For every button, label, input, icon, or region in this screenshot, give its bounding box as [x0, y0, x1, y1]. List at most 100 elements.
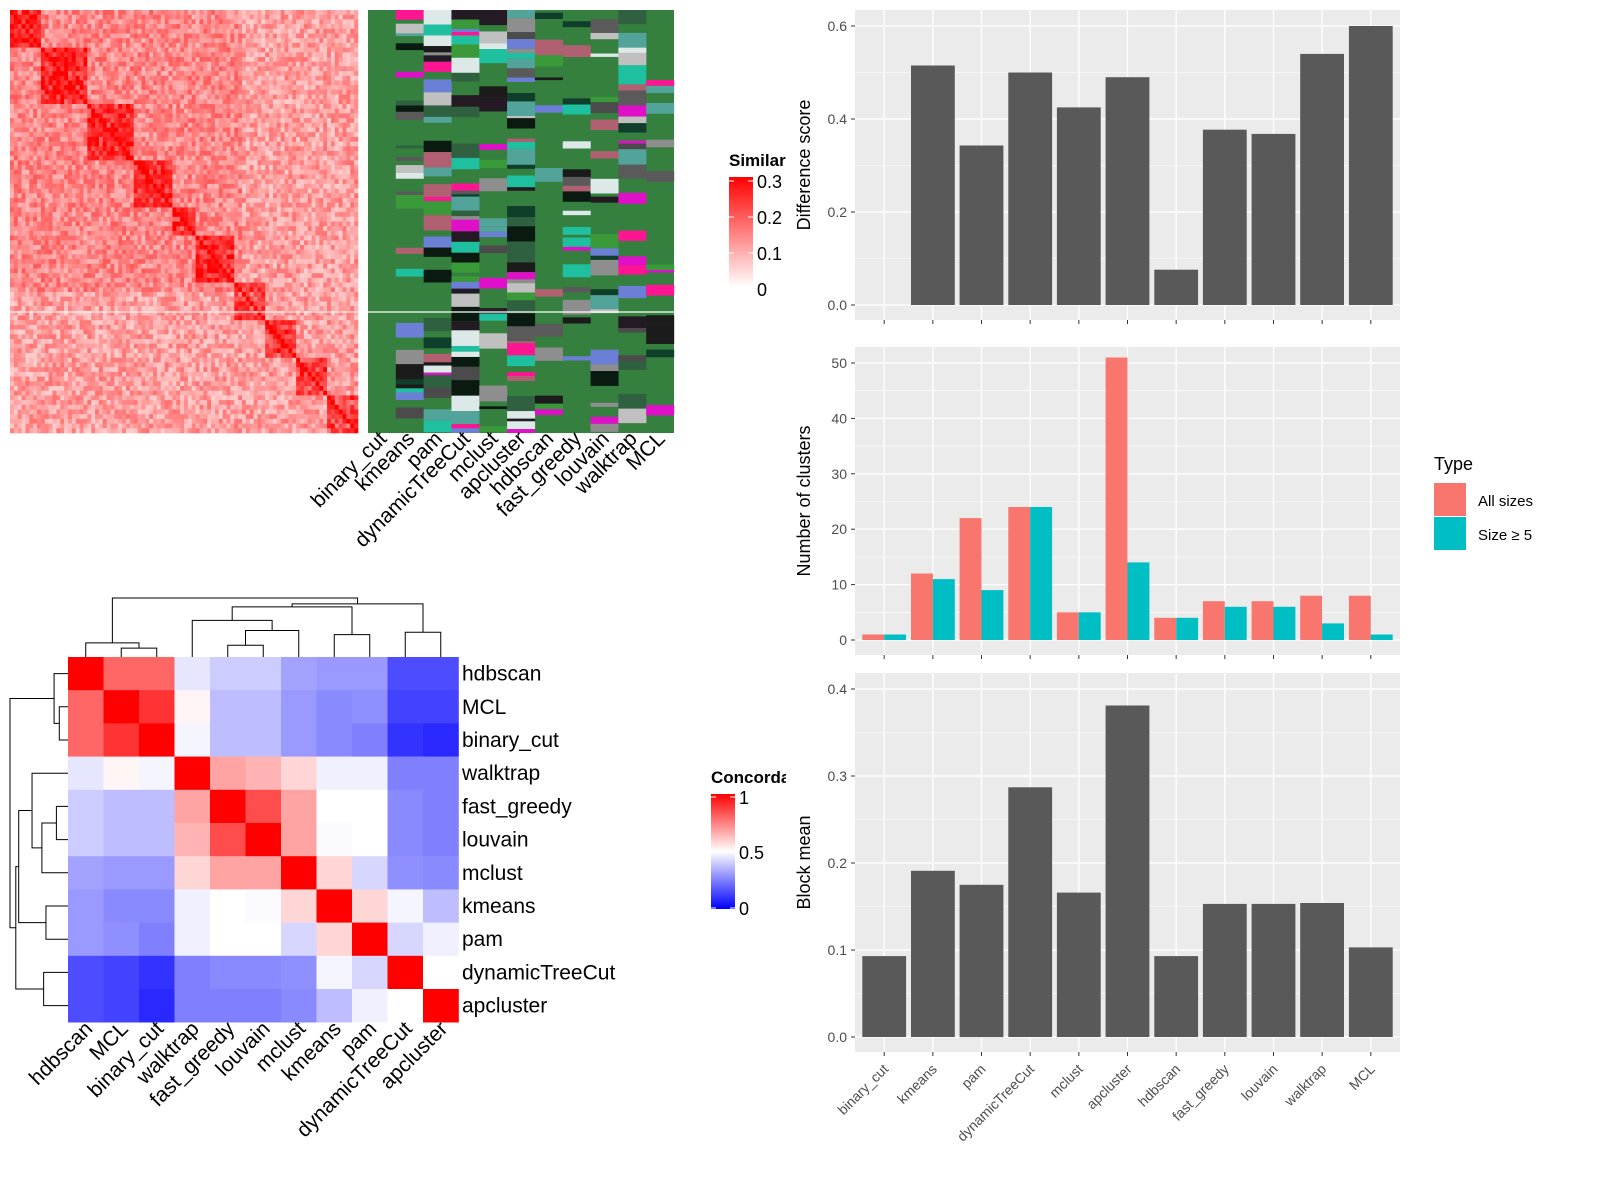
similarity-cell — [276, 136, 281, 142]
similarity-cell — [95, 160, 100, 166]
similarity-cell — [354, 249, 359, 255]
similarity-cell — [153, 245, 158, 250]
similarity-cell — [68, 42, 73, 48]
similarity-cell — [164, 245, 169, 250]
similarity-cell — [64, 141, 69, 147]
similarity-cell — [234, 28, 239, 34]
similarity-cell — [102, 263, 107, 269]
similarity-cell — [307, 216, 312, 222]
similarity-cell — [60, 245, 65, 250]
similarity-cell — [319, 61, 324, 67]
similarity-cell — [253, 230, 258, 236]
similarity-cell — [153, 193, 158, 199]
similarity-cell — [226, 207, 231, 213]
similarity-cell — [307, 38, 312, 44]
similarity-cell — [307, 28, 312, 34]
similarity-cell — [122, 245, 127, 250]
similarity-cell — [164, 118, 169, 124]
similarity-cell — [17, 259, 22, 265]
similarity-cell — [327, 263, 332, 269]
similarity-cell — [184, 268, 189, 274]
similarity-cell — [118, 127, 123, 133]
similarity-cell — [37, 160, 42, 166]
similarity-cell — [230, 226, 235, 232]
similarity-cell — [342, 193, 347, 199]
similarity-cell — [172, 249, 177, 255]
similarity-cell — [354, 122, 359, 128]
similarity-cell — [315, 127, 320, 133]
similarity-cell — [114, 104, 119, 109]
similarity-cell — [91, 188, 96, 194]
similarity-cell — [222, 108, 227, 114]
similarity-cell — [149, 108, 154, 114]
similarity-cell — [141, 165, 146, 171]
similarity-cell — [176, 104, 181, 109]
similarity-cell — [21, 66, 26, 72]
similarity-cell — [164, 113, 169, 119]
similarity-cell — [10, 226, 15, 232]
similarity-cell — [288, 169, 293, 175]
similarity-cell — [242, 122, 247, 128]
similarity-cell — [319, 104, 324, 109]
similarity-cell — [149, 118, 154, 124]
similarity-cell — [226, 249, 231, 255]
similarity-cell — [288, 230, 293, 236]
similarity-cell — [33, 47, 38, 53]
similarity-cell — [10, 188, 15, 194]
similarity-cell — [106, 155, 111, 161]
similarity-cell — [303, 28, 309, 34]
similarity-cell — [21, 268, 26, 274]
similarity-cell — [168, 245, 173, 250]
similarity-cell — [44, 80, 49, 86]
similarity-cell — [60, 240, 65, 246]
similarity-cell — [25, 221, 30, 227]
similarity-cell — [160, 146, 165, 152]
similarity-cell — [265, 263, 270, 269]
similarity-cell — [191, 183, 196, 189]
similarity-cell — [126, 263, 131, 269]
similarity-cell — [265, 42, 270, 48]
similarity-cell — [149, 169, 154, 175]
similarity-cell — [242, 212, 247, 218]
similarity-cell — [64, 174, 69, 180]
similarity-cell — [207, 57, 212, 62]
similarity-cell — [207, 235, 212, 241]
similarity-cell — [29, 136, 34, 142]
similarity-cell — [172, 127, 177, 133]
similarity-cell — [249, 169, 254, 175]
similarity-cell — [168, 254, 173, 260]
similarity-cell — [10, 132, 15, 138]
similarity-cell — [195, 259, 200, 265]
similarity-cell — [156, 80, 162, 86]
similarity-cell — [129, 155, 135, 161]
similarity-cell — [37, 169, 42, 175]
similarity-cell — [350, 127, 355, 133]
similarity-cell — [288, 254, 293, 260]
similarity-cell — [311, 193, 316, 199]
similarity-cell — [160, 113, 165, 119]
similarity-cell — [338, 259, 343, 265]
similarity-cell — [184, 38, 189, 44]
similarity-cell — [284, 202, 289, 208]
similarity-cell — [110, 104, 115, 109]
similarity-cell — [296, 174, 301, 180]
similarity-cell — [33, 151, 38, 156]
similarity-cell — [238, 263, 243, 269]
similarity-cell — [330, 249, 336, 255]
similarity-cell — [199, 230, 204, 236]
similarity-cell — [37, 33, 42, 39]
similarity-cell — [327, 226, 332, 232]
similarity-cell — [122, 57, 127, 62]
similarity-cell — [222, 57, 227, 62]
similarity-cell — [253, 174, 258, 180]
similarity-cell — [25, 254, 30, 260]
similarity-cell — [214, 99, 220, 105]
similarity-cell — [242, 240, 247, 246]
similarity-cell — [71, 263, 77, 269]
similarity-cell — [145, 202, 150, 208]
similarity-cell — [180, 99, 185, 105]
similarity-cell — [242, 99, 247, 105]
similarity-cell — [327, 160, 332, 166]
similarity-cell — [334, 132, 339, 138]
similarity-cell — [315, 42, 320, 48]
